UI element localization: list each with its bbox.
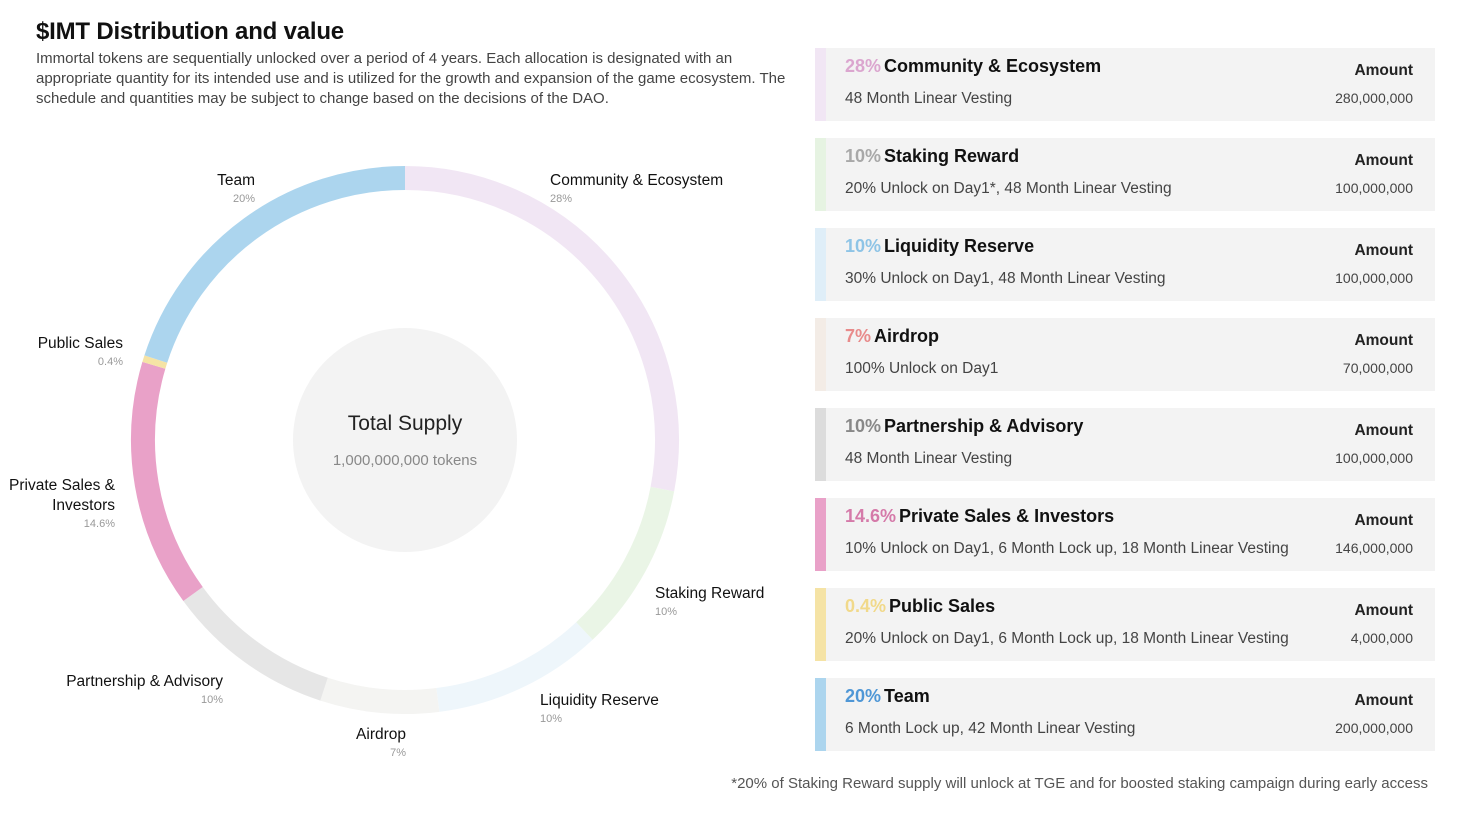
donut-label: Investors bbox=[52, 497, 115, 514]
allocation-amount-label: Amount bbox=[1354, 692, 1413, 709]
donut-label-percent: 14.6% bbox=[84, 518, 115, 530]
allocation-name: Public Sales bbox=[889, 596, 996, 616]
allocation-card: 28% Community & Ecosystem 48 Month Linear… bbox=[815, 48, 1435, 121]
allocation-percent: 20% bbox=[845, 686, 882, 706]
donut-label: Staking Reward bbox=[655, 585, 764, 602]
allocation-color-bar bbox=[815, 408, 826, 481]
donut-label: Partnership & Advisory bbox=[66, 673, 223, 690]
donut-slice-public-sales bbox=[142, 355, 168, 369]
allocation-card: 14.6% Private Sales & Investors 10% Unloc… bbox=[815, 498, 1435, 571]
allocation-name: Team bbox=[884, 686, 930, 706]
allocation-schedule: 30% Unlock on Day1, 48 Month Linear Vest… bbox=[845, 270, 1166, 287]
allocation-heading: 0.4% Public Sales bbox=[845, 596, 995, 617]
donut-label: Airdrop bbox=[356, 726, 406, 743]
allocation-card: 10% Staking Reward 20% Unlock on Day1*, 4… bbox=[815, 138, 1435, 211]
allocation-amount-value: 146,000,000 bbox=[1335, 540, 1413, 556]
donut-label: Public Sales bbox=[38, 335, 124, 352]
donut-center-title: Total Supply bbox=[348, 412, 463, 435]
allocation-color-bar bbox=[815, 678, 826, 751]
allocation-amount-value: 100,000,000 bbox=[1335, 450, 1413, 466]
donut-slice-private-sales-investors bbox=[131, 361, 203, 602]
allocation-amount-value: 200,000,000 bbox=[1335, 720, 1413, 736]
allocation-card: 7% Airdrop 100% Unlock on Day1 Amount 70,… bbox=[815, 318, 1435, 391]
donut-slice-partnership-advisory bbox=[183, 586, 328, 701]
allocation-amount-value: 280,000,000 bbox=[1335, 90, 1413, 106]
allocation-heading: 10% Liquidity Reserve bbox=[845, 236, 1034, 257]
donut-label-percent: 28% bbox=[550, 193, 572, 205]
donut-slice-community-ecosystem bbox=[404, 166, 679, 492]
donut-label-percent: 0.4% bbox=[98, 356, 123, 368]
allocation-amount-label: Amount bbox=[1354, 602, 1413, 619]
allocation-amount-label: Amount bbox=[1354, 422, 1413, 439]
allocation-heading: 14.6% Private Sales & Investors bbox=[845, 506, 1114, 527]
allocation-amount-label: Amount bbox=[1354, 62, 1413, 79]
allocation-percent: 0.4% bbox=[845, 596, 887, 616]
donut-label-percent: 20% bbox=[233, 193, 255, 205]
allocation-amount-value: 70,000,000 bbox=[1342, 360, 1413, 376]
allocation-card: 10% Partnership & Advisory 48 Month Linea… bbox=[815, 408, 1435, 481]
allocation-schedule: 20% Unlock on Day1, 6 Month Lock up, 18 … bbox=[845, 630, 1289, 647]
donut-label: Team bbox=[217, 172, 255, 189]
allocation-schedule: 10% Unlock on Day1, 6 Month Lock up, 18 … bbox=[845, 540, 1289, 557]
allocation-color-bar bbox=[815, 588, 826, 661]
allocation-schedule: 6 Month Lock up, 42 Month Linear Vesting bbox=[845, 720, 1136, 737]
allocation-schedule: 20% Unlock on Day1*, 48 Month Linear Ves… bbox=[845, 180, 1172, 197]
allocation-heading: 20% Team bbox=[845, 686, 930, 707]
allocation-percent: 14.6% bbox=[845, 506, 897, 526]
donut-label-percent: 7% bbox=[390, 747, 406, 759]
donut-slice-airdrop bbox=[320, 677, 440, 714]
donut-slice-staking-reward bbox=[576, 486, 675, 640]
allocation-donut-chart: Total Supply 1,000,000,000 tokens Commun… bbox=[9, 166, 764, 759]
allocation-card: 20% Team 6 Month Lock up, 42 Month Linear… bbox=[815, 678, 1435, 751]
donut-slice-team bbox=[144, 166, 406, 363]
allocation-heading: 7% Airdrop bbox=[845, 326, 939, 347]
allocation-amount-value: 4,000,000 bbox=[1350, 630, 1413, 646]
footnote: *20% of Staking Reward supply will unloc… bbox=[731, 775, 1428, 792]
allocation-color-bar bbox=[815, 48, 826, 121]
allocation-heading: 10% Partnership & Advisory bbox=[845, 416, 1083, 437]
donut-label: Private Sales & bbox=[9, 477, 116, 494]
page-title: $IMT Distribution and value bbox=[36, 18, 344, 45]
allocation-amount-label: Amount bbox=[1354, 512, 1413, 529]
allocation-schedule: 100% Unlock on Day1 bbox=[845, 360, 999, 377]
allocation-name: Private Sales & Investors bbox=[899, 506, 1115, 526]
allocation-heading: 10% Staking Reward bbox=[845, 146, 1019, 167]
allocation-name: Staking Reward bbox=[884, 146, 1020, 166]
donut-label: Liquidity Reserve bbox=[540, 692, 659, 709]
allocation-color-bar bbox=[815, 228, 826, 301]
allocation-amount-label: Amount bbox=[1354, 242, 1413, 259]
allocation-percent: 7% bbox=[845, 326, 872, 346]
allocation-amount-label: Amount bbox=[1354, 332, 1413, 349]
allocation-percent: 10% bbox=[845, 146, 882, 166]
allocation-color-bar bbox=[815, 318, 826, 391]
allocation-amount-value: 100,000,000 bbox=[1335, 180, 1413, 196]
allocation-card: 10% Liquidity Reserve 30% Unlock on Day1,… bbox=[815, 228, 1435, 301]
allocation-schedule: 48 Month Linear Vesting bbox=[845, 90, 1013, 107]
allocation-percent: 10% bbox=[845, 236, 882, 256]
donut-center-subtitle: 1,000,000,000 tokens bbox=[333, 452, 477, 469]
allocation-color-bar bbox=[815, 138, 826, 211]
allocation-amount-label: Amount bbox=[1354, 152, 1413, 169]
allocation-card: 0.4% Public Sales 20% Unlock on Day1, 6 M… bbox=[815, 588, 1435, 661]
allocation-schedule: 48 Month Linear Vesting bbox=[845, 450, 1013, 467]
allocation-name: Partnership & Advisory bbox=[884, 416, 1084, 436]
allocation-color-bar bbox=[815, 498, 826, 571]
allocation-percent: 28% bbox=[845, 56, 882, 76]
donut-center-disc bbox=[293, 328, 517, 552]
donut-label-percent: 10% bbox=[201, 694, 223, 706]
page-description: Immortal tokens are sequentially unlocke… bbox=[36, 50, 786, 107]
donut-slice-liquidity-reserve bbox=[436, 622, 593, 712]
allocation-percent: 10% bbox=[845, 416, 882, 436]
allocation-heading: 28% Community & Ecosystem bbox=[845, 56, 1101, 77]
donut-label-percent: 10% bbox=[655, 606, 677, 618]
allocation-name: Community & Ecosystem bbox=[884, 56, 1102, 76]
donut-label-percent: 10% bbox=[540, 713, 562, 725]
donut-label: Community & Ecosystem bbox=[550, 172, 723, 189]
allocation-amount-value: 100,000,000 bbox=[1335, 270, 1413, 286]
allocation-name: Liquidity Reserve bbox=[884, 236, 1035, 256]
allocation-name: Airdrop bbox=[874, 326, 940, 346]
